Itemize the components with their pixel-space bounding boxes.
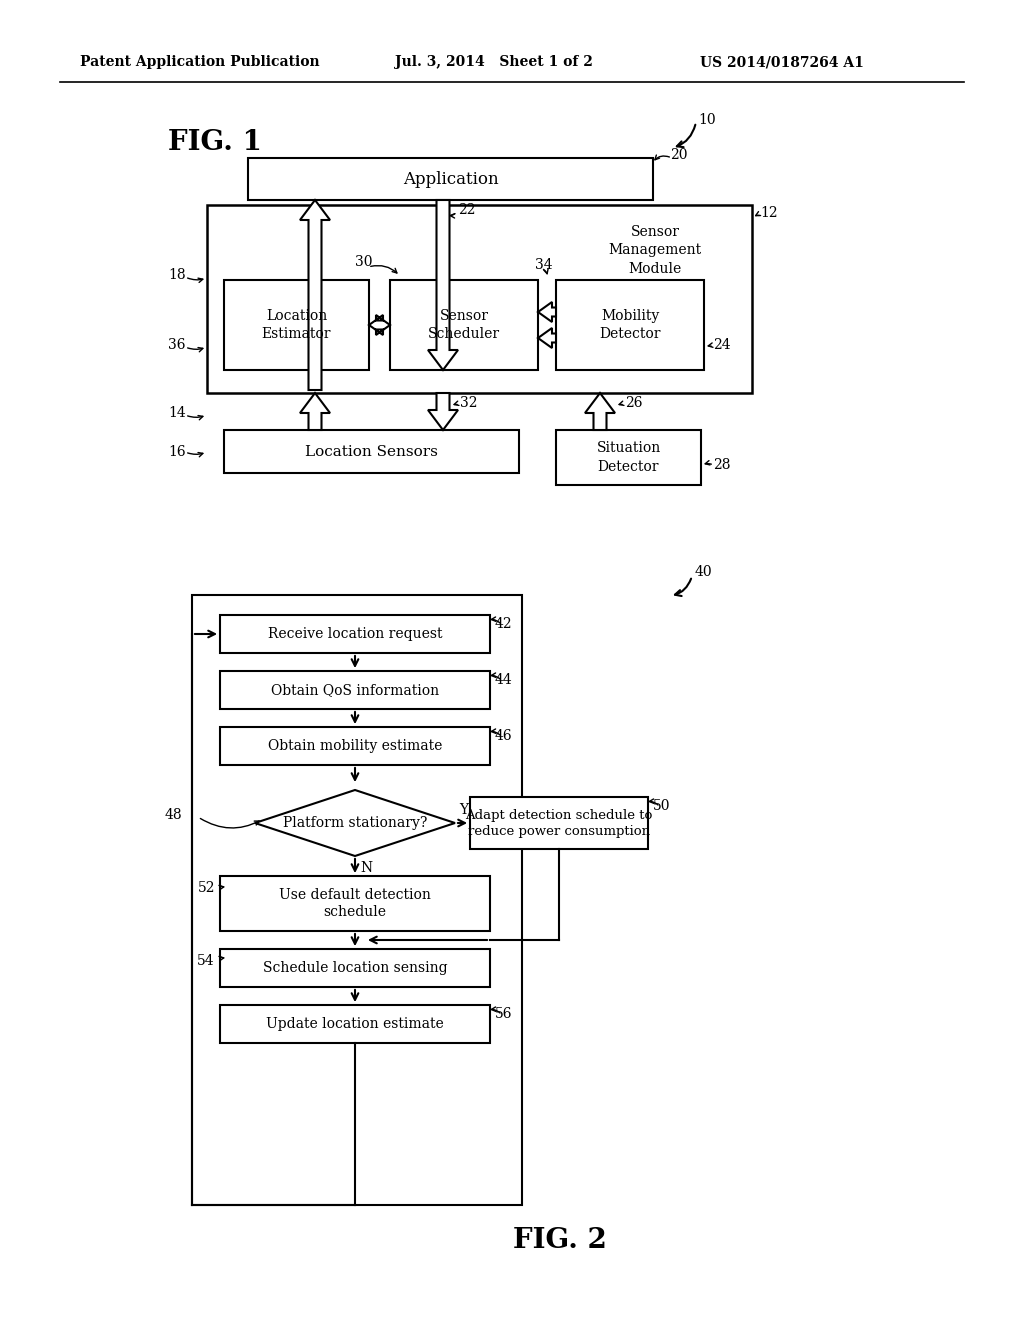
Bar [220, 615, 490, 653]
Text: Sensor
Scheduler: Sensor Scheduler [428, 309, 500, 341]
Polygon shape [585, 393, 615, 430]
Polygon shape [300, 393, 330, 430]
Text: FIG. 1: FIG. 1 [168, 128, 262, 156]
Bar [220, 727, 490, 766]
Text: 10: 10 [698, 114, 716, 127]
Text: 44: 44 [495, 673, 513, 686]
Text: Jul. 3, 2014   Sheet 1 of 2: Jul. 3, 2014 Sheet 1 of 2 [395, 55, 593, 69]
Bar [220, 949, 490, 987]
Text: Patent Application Publication: Patent Application Publication [80, 55, 319, 69]
Text: Obtain QoS information: Obtain QoS information [271, 682, 439, 697]
Polygon shape [538, 302, 556, 322]
Bar [224, 280, 369, 370]
Text: Use default detection
schedule: Use default detection schedule [280, 888, 431, 919]
Text: 56: 56 [495, 1007, 512, 1020]
Text: 40: 40 [695, 565, 713, 579]
Text: Schedule location sensing: Schedule location sensing [263, 961, 447, 975]
Text: 16: 16 [168, 445, 185, 459]
Polygon shape [255, 789, 455, 855]
Text: 36: 36 [168, 338, 185, 352]
Text: 30: 30 [355, 255, 373, 269]
Text: Platform stationary?: Platform stationary? [283, 816, 427, 830]
Bar [224, 430, 519, 473]
Text: 46: 46 [495, 729, 513, 743]
Bar [220, 876, 490, 931]
Text: Sensor
Management
Module: Sensor Management Module [608, 224, 701, 276]
Text: N: N [360, 861, 372, 875]
Text: Receive location request: Receive location request [267, 627, 442, 642]
Text: Obtain mobility estimate: Obtain mobility estimate [268, 739, 442, 752]
Text: 50: 50 [653, 799, 671, 813]
Polygon shape [538, 327, 556, 348]
Text: 42: 42 [495, 616, 513, 631]
Text: 20: 20 [670, 148, 687, 162]
Text: 12: 12 [760, 206, 777, 220]
Text: 54: 54 [198, 954, 215, 968]
Text: 18: 18 [168, 268, 185, 282]
Text: Mobility
Detector: Mobility Detector [599, 309, 660, 341]
Bar [556, 430, 701, 484]
Bar [220, 1005, 490, 1043]
Polygon shape [428, 201, 458, 370]
Text: FIG. 2: FIG. 2 [513, 1226, 607, 1254]
Polygon shape [369, 315, 390, 335]
Text: 32: 32 [460, 396, 477, 411]
Text: 48: 48 [165, 808, 182, 822]
Text: 14: 14 [168, 407, 185, 420]
Bar [556, 280, 705, 370]
Text: Update location estimate: Update location estimate [266, 1016, 443, 1031]
Text: Application: Application [402, 170, 499, 187]
Text: Location
Estimator: Location Estimator [262, 309, 331, 341]
Text: 24: 24 [713, 338, 731, 352]
Bar [193, 595, 522, 1205]
Text: 22: 22 [458, 203, 475, 216]
Bar [470, 797, 648, 849]
Text: 28: 28 [713, 458, 730, 473]
Text: 26: 26 [625, 396, 642, 411]
Text: US 2014/0187264 A1: US 2014/0187264 A1 [700, 55, 864, 69]
Bar [207, 205, 752, 393]
Text: Adapt detection schedule to
reduce power consumption: Adapt detection schedule to reduce power… [465, 808, 652, 837]
Bar [220, 671, 490, 709]
Polygon shape [428, 393, 458, 430]
Text: Situation
Detector: Situation Detector [596, 441, 660, 474]
Text: 52: 52 [198, 880, 215, 895]
Text: 34: 34 [535, 257, 553, 272]
Text: Y: Y [459, 803, 468, 817]
Text: Location Sensors: Location Sensors [305, 445, 438, 458]
Bar [390, 280, 538, 370]
Polygon shape [300, 201, 330, 389]
Bar [248, 158, 653, 201]
